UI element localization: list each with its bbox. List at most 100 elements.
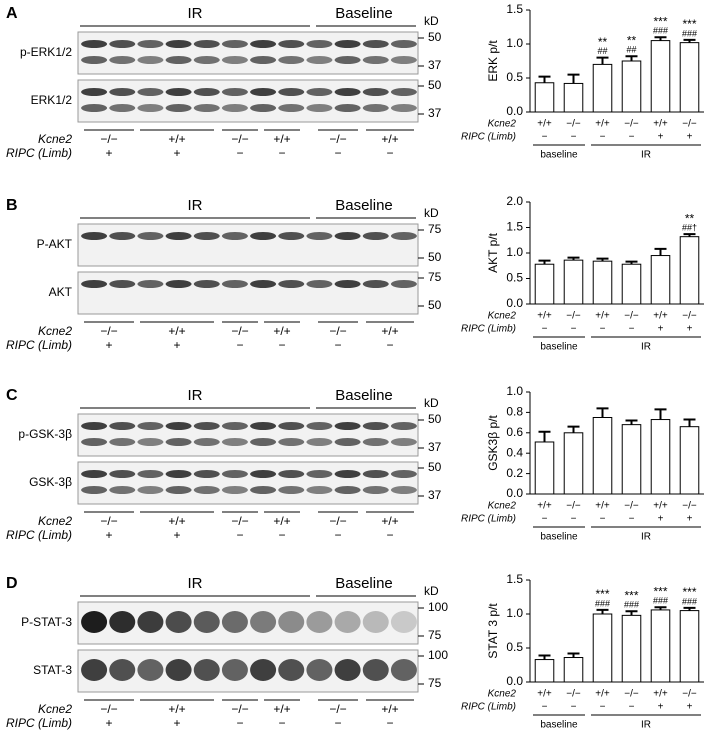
band xyxy=(221,659,248,681)
ripc: − xyxy=(236,146,243,160)
row-label: RIPC (Limb) xyxy=(6,338,72,352)
y-tick-label: 1.5 xyxy=(506,220,523,234)
significance: *** xyxy=(653,584,667,598)
band xyxy=(137,40,164,48)
y-tick-label: 1.0 xyxy=(506,245,523,259)
band xyxy=(81,88,108,96)
ripc: + xyxy=(105,146,112,160)
genotype: +/+ xyxy=(381,702,398,716)
y-tick-label: 1.0 xyxy=(506,384,523,398)
bar xyxy=(534,263,555,305)
ripc-label: + xyxy=(687,702,693,713)
band xyxy=(221,438,248,446)
kcne2-label: +/+ xyxy=(537,689,552,700)
significance: ## xyxy=(626,45,636,55)
significance: *** xyxy=(595,587,609,601)
ripc: + xyxy=(173,338,180,352)
band xyxy=(165,470,192,478)
band xyxy=(390,486,417,494)
kcne2-label: +/+ xyxy=(595,689,610,700)
bar xyxy=(679,42,700,113)
band xyxy=(390,40,417,48)
genotype: −/− xyxy=(100,324,117,338)
ripc: − xyxy=(278,528,285,542)
genotype: +/+ xyxy=(273,132,290,146)
genotype: +/+ xyxy=(168,514,185,528)
band xyxy=(109,280,136,288)
band xyxy=(109,470,136,478)
ripc: + xyxy=(173,716,180,730)
row-label: RIPC (Limb) xyxy=(6,716,72,730)
y-axis-label: ERK p/t xyxy=(486,40,500,82)
band xyxy=(362,422,389,430)
ripc: − xyxy=(236,716,243,730)
kcne2-label: −/− xyxy=(624,119,639,130)
y-tick-label: 0.5 xyxy=(506,271,523,285)
bar xyxy=(563,82,584,113)
error-bar xyxy=(596,608,609,614)
band xyxy=(109,438,136,446)
band xyxy=(165,438,192,446)
ripc: − xyxy=(386,146,393,160)
genotype: +/+ xyxy=(381,324,398,338)
band xyxy=(193,280,220,288)
band xyxy=(250,56,277,64)
row-name: GSK-3β xyxy=(29,475,72,489)
marker-label: 100 xyxy=(428,600,448,614)
band xyxy=(137,659,164,681)
band xyxy=(334,40,361,48)
error-bar xyxy=(538,430,551,442)
row-label: Kcne2 xyxy=(38,324,72,338)
marker-label: 37 xyxy=(428,58,442,72)
marker-label: 50 xyxy=(428,250,442,264)
band xyxy=(306,280,333,288)
band xyxy=(278,56,305,64)
group-label: IR xyxy=(188,575,203,592)
band xyxy=(193,470,220,478)
row-label: Kcne2 xyxy=(488,501,517,512)
band xyxy=(250,422,277,430)
significance: ** xyxy=(685,211,695,225)
band xyxy=(109,88,136,96)
significance: ##† xyxy=(682,223,697,233)
band xyxy=(221,470,248,478)
ripc-label: + xyxy=(658,514,664,525)
ripc-label: + xyxy=(687,324,693,335)
bar xyxy=(592,63,613,113)
ripc-label: − xyxy=(571,132,577,143)
ripc: − xyxy=(334,146,341,160)
kcne2-label: +/+ xyxy=(595,311,610,322)
kcne2-label: −/− xyxy=(566,119,581,130)
bar xyxy=(621,614,642,683)
unit-label: kD xyxy=(424,14,439,28)
row-label: Kcne2 xyxy=(488,311,517,322)
marker-label: 75 xyxy=(428,628,442,642)
group-label: baseline xyxy=(540,532,578,543)
band xyxy=(390,611,417,633)
ripc: − xyxy=(386,528,393,542)
bar xyxy=(563,657,584,683)
band xyxy=(81,611,108,633)
band xyxy=(334,104,361,112)
band xyxy=(165,232,192,240)
y-tick-label: 1.5 xyxy=(506,572,523,586)
band xyxy=(362,438,389,446)
y-axis-label: AKT p/t xyxy=(486,232,500,272)
row-label: RIPC (Limb) xyxy=(461,132,516,143)
band xyxy=(193,104,220,112)
genotype: −/− xyxy=(231,324,248,338)
band xyxy=(362,104,389,112)
band xyxy=(81,422,108,430)
significance: ### xyxy=(682,596,697,606)
band xyxy=(109,422,136,430)
ripc: + xyxy=(105,528,112,542)
unit-label: kD xyxy=(424,206,439,220)
kcne2-label: −/− xyxy=(682,501,697,512)
blot-image xyxy=(77,223,419,267)
band xyxy=(193,40,220,48)
kcne2-label: −/− xyxy=(566,689,581,700)
error-bar xyxy=(654,36,667,41)
band xyxy=(221,104,248,112)
band xyxy=(221,486,248,494)
ripc-label: − xyxy=(600,132,606,143)
